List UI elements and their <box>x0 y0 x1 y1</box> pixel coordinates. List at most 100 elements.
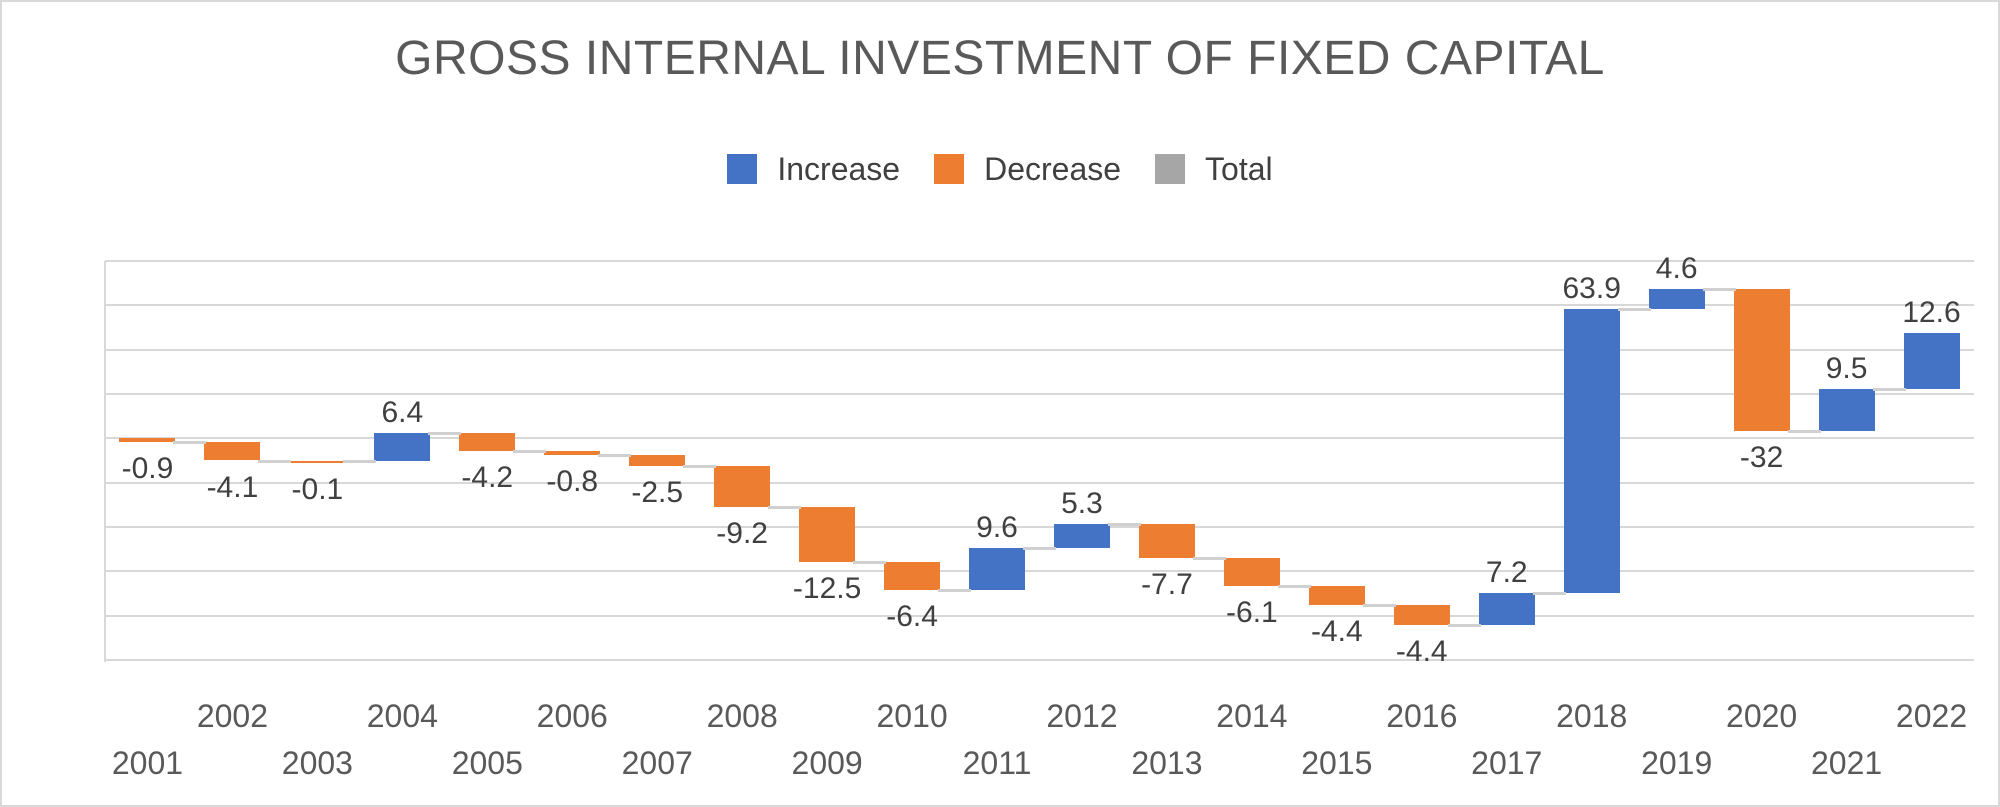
legend-label-increase: Increase <box>777 151 901 187</box>
x-label-2008: 2008 <box>706 698 778 734</box>
value-label-2002: -4.1 <box>206 470 259 504</box>
legend-item-total: Total <box>1155 152 1273 186</box>
gridline-0 <box>105 437 1974 440</box>
chart-title: GROSS INTERNAL INVESTMENT OF FIXED CAPIT… <box>395 32 1605 85</box>
connector-2019-2020 <box>1702 287 1736 291</box>
value-label-2015: -4.4 <box>1310 615 1363 649</box>
total-swatch-icon <box>1155 154 1186 184</box>
value-label-2005: -4.2 <box>461 461 514 495</box>
value-label-2022: 12.6 <box>1902 295 1961 329</box>
gridline-40 <box>105 260 1974 262</box>
connector-2017-2018 <box>1532 591 1566 595</box>
x-label-2012: 2012 <box>1046 698 1118 734</box>
gridline--20 <box>105 526 1974 528</box>
bar-2010 <box>884 562 941 591</box>
legend: Increase Decrease Total <box>2 152 1998 186</box>
value-label-2013: -7.7 <box>1141 568 1193 602</box>
bar-2013 <box>1138 524 1195 559</box>
x-label-2003: 2003 <box>281 745 353 781</box>
gridline--40 <box>105 614 1974 617</box>
x-label-2004: 2004 <box>366 698 438 734</box>
x-label-2013: 2013 <box>1131 745 1203 781</box>
value-label-2017: 7.2 <box>1485 555 1528 589</box>
connector-2005-2006 <box>513 450 547 454</box>
x-label-2014: 2014 <box>1216 698 1288 734</box>
connector-2014-2015 <box>1277 584 1311 588</box>
increase-swatch-icon <box>727 154 758 184</box>
value-label-2003: -0.1 <box>291 472 344 506</box>
value-label-2011: 9.6 <box>976 510 1018 544</box>
value-label-2018: 63.9 <box>1562 272 1621 306</box>
bar-2014 <box>1223 558 1280 586</box>
bar-2017 <box>1478 592 1535 625</box>
x-label-2017: 2017 <box>1471 745 1543 781</box>
x-label-2001: 2001 <box>111 745 184 781</box>
gridline-10 <box>105 393 1974 395</box>
bar-2015 <box>1308 585 1365 606</box>
connector-2009-2010 <box>853 561 887 565</box>
bar-2022 <box>1903 332 1960 389</box>
bar-2019 <box>1648 288 1705 310</box>
legend-item-decrease: Decrease <box>934 152 1121 186</box>
bar-2004 <box>374 432 431 461</box>
gridline-20 <box>105 348 1974 351</box>
connector-2021-2022 <box>1872 387 1906 391</box>
value-label-2020: -32 <box>1739 440 1784 474</box>
value-label-2006: -0.8 <box>546 464 599 498</box>
bar-2016 <box>1393 605 1450 625</box>
connector-2012-2013 <box>1107 523 1141 527</box>
connector-2015-2016 <box>1362 604 1396 608</box>
connector-2003-2004 <box>343 459 377 463</box>
x-label-2011: 2011 <box>962 745 1032 781</box>
bar-2007 <box>629 454 686 466</box>
connector-2002-2003 <box>258 459 292 463</box>
x-label-2005: 2005 <box>451 745 523 781</box>
gridline--30 <box>105 570 1974 573</box>
decrease-swatch-icon <box>934 154 965 184</box>
x-label-2010: 2010 <box>876 698 948 734</box>
bar-2005 <box>459 432 516 452</box>
gridline-30 <box>105 304 1974 307</box>
bar-2021 <box>1818 388 1875 431</box>
connector-2010-2011 <box>938 589 972 593</box>
x-label-2021: 2021 <box>1810 745 1883 781</box>
x-label-2009: 2009 <box>791 745 863 781</box>
bar-2012 <box>1053 524 1110 548</box>
bar-2001 <box>119 438 176 443</box>
x-label-2020: 2020 <box>1726 698 1798 734</box>
x-label-2019: 2019 <box>1641 745 1713 781</box>
y-axis-line <box>104 261 106 662</box>
connector-2020-2021 <box>1787 429 1821 433</box>
bar-2020 <box>1733 288 1790 431</box>
x-label-2016: 2016 <box>1386 698 1458 734</box>
bar-2009 <box>799 506 856 562</box>
x-label-2007: 2007 <box>621 745 693 781</box>
connector-2008-2009 <box>768 505 802 509</box>
bar-2003 <box>289 460 346 463</box>
connector-2001-2002 <box>173 441 207 445</box>
x-label-2018: 2018 <box>1556 698 1628 734</box>
connector-2011-2012 <box>1023 546 1056 550</box>
bar-2018 <box>1563 309 1620 593</box>
legend-label-total: Total <box>1205 151 1273 187</box>
value-label-2008: -9.2 <box>716 516 768 550</box>
value-label-2009: -12.5 <box>792 572 862 606</box>
x-label-2022: 2022 <box>1895 698 1968 734</box>
value-label-2010: -6.4 <box>886 600 938 634</box>
value-label-2001: -0.9 <box>121 452 174 486</box>
gridline--50 <box>105 659 1974 661</box>
bar-2002 <box>204 442 261 461</box>
bar-2011 <box>969 547 1026 591</box>
value-label-2016: -4.4 <box>1395 634 1448 668</box>
value-label-2021: 9.5 <box>1825 351 1868 385</box>
x-label-2006: 2006 <box>536 698 608 734</box>
connector-2004-2005 <box>428 431 462 435</box>
value-label-2014: -6.1 <box>1226 595 1278 629</box>
legend-label-decrease: Decrease <box>984 151 1122 187</box>
bar-2008 <box>714 465 771 507</box>
value-label-2012: 5.3 <box>1061 487 1103 521</box>
connector-2013-2014 <box>1192 557 1226 561</box>
bar-2006 <box>544 451 601 455</box>
connector-2018-2019 <box>1617 308 1651 312</box>
